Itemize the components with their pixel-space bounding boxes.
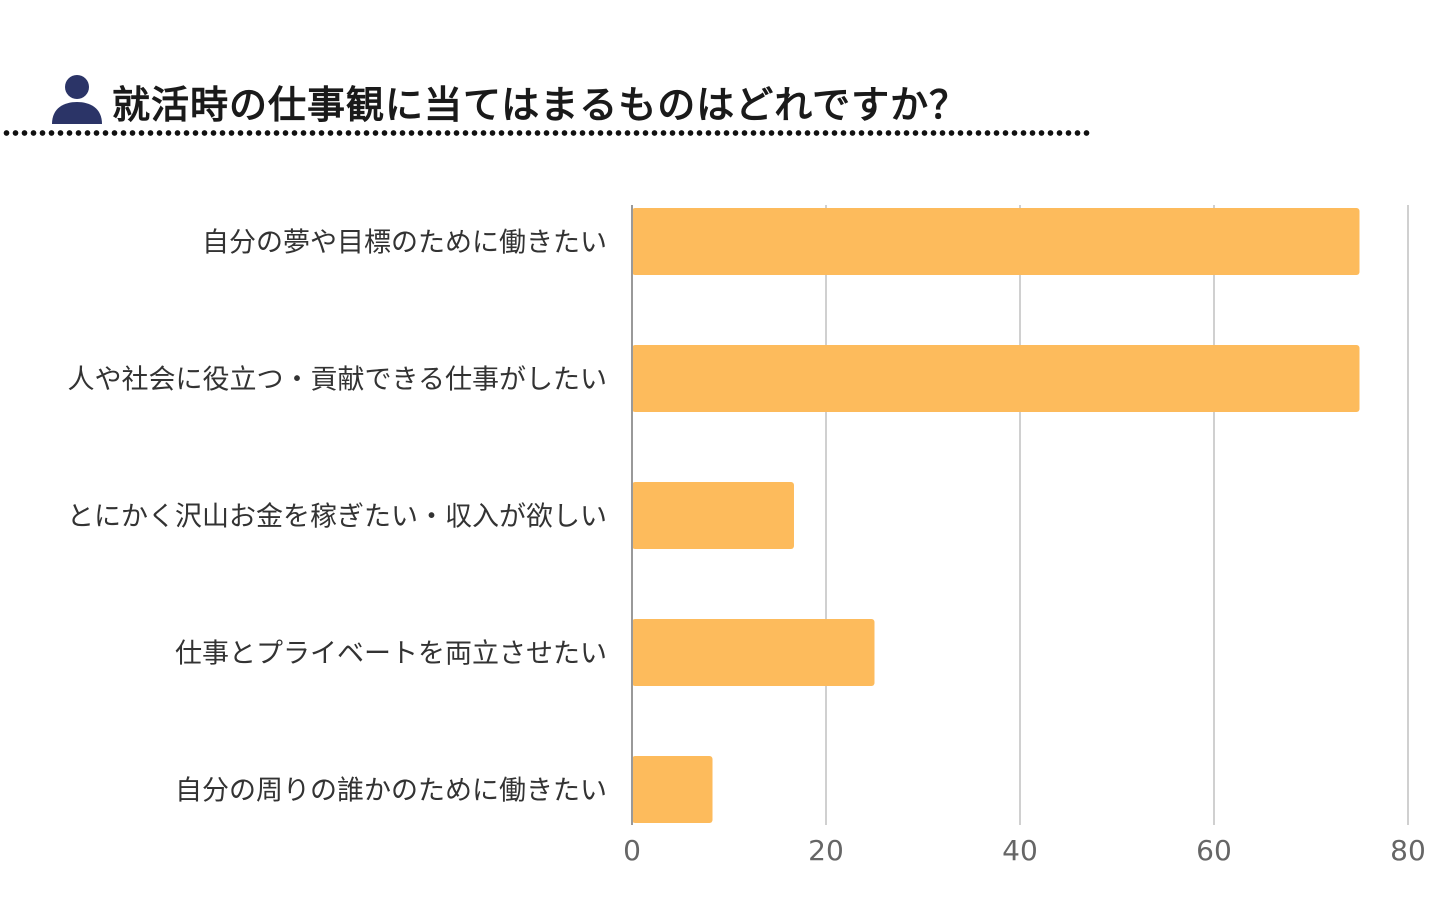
- person-icon: [52, 75, 102, 124]
- dotted-divider: [2, 130, 1090, 136]
- bar: [632, 482, 794, 549]
- category-label: とにかく沢山お金を稼ぎたい・収入が欲しい: [67, 502, 607, 533]
- bar: [632, 345, 1360, 412]
- x-tick-label: 80: [1390, 834, 1426, 867]
- x-tick-label: 0: [623, 834, 641, 867]
- x-tick-label: 40: [1002, 834, 1038, 867]
- x-tick-label: 60: [1196, 834, 1232, 867]
- bars: [632, 208, 1360, 823]
- bar: [632, 619, 875, 686]
- category-label: 自分の周りの誰かのために働きたい: [175, 776, 607, 807]
- x-tick-labels: 0 20 40 60 80: [623, 834, 1426, 867]
- chart-header: 就活時の仕事観に当てはまるものはどれですか？: [0, 62, 1090, 138]
- bar: [632, 756, 713, 823]
- category-label: 人や社会に役立つ・貢献できる仕事がしたい: [68, 365, 607, 396]
- category-labels: 自分の夢や目標のために働きたい人や社会に役立つ・貢献できる仕事がしたいとにかく沢…: [67, 228, 607, 807]
- bar: [632, 208, 1360, 275]
- x-tick-label: 20: [808, 834, 844, 867]
- category-label: 仕事とプライベートを両立させたい: [175, 639, 607, 670]
- chart-title: 就活時の仕事観に当てはまるものはどれですか？: [112, 83, 969, 127]
- grid-lines: [825, 205, 1409, 825]
- category-label: 自分の夢や目標のために働きたい: [202, 228, 607, 259]
